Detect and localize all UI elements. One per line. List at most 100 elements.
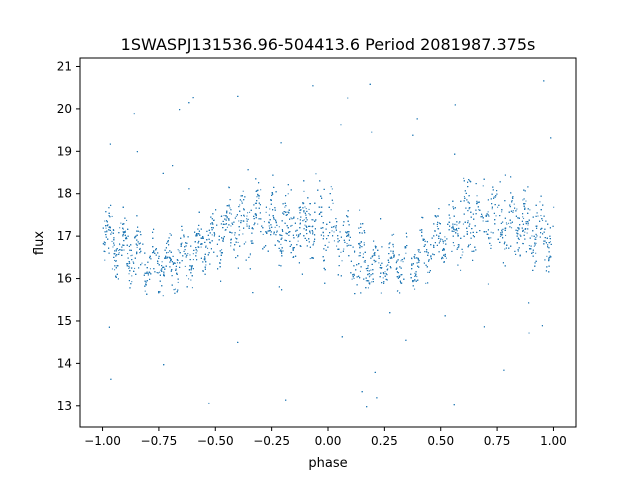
data-point: [169, 257, 171, 259]
data-point: [531, 235, 533, 237]
data-point: [485, 215, 487, 217]
data-point: [179, 109, 181, 111]
data-point: [204, 266, 206, 268]
data-point: [318, 206, 320, 208]
data-point: [502, 237, 504, 239]
data-point: [519, 254, 521, 256]
data-point: [360, 241, 362, 243]
data-point: [108, 252, 110, 254]
data-point: [170, 260, 172, 262]
data-point: [110, 233, 112, 235]
data-point: [280, 250, 282, 252]
data-point: [406, 236, 408, 238]
data-point: [458, 244, 460, 246]
data-point: [446, 238, 448, 240]
data-point: [228, 204, 230, 206]
data-point: [476, 203, 478, 205]
data-point: [512, 211, 514, 213]
data-point: [383, 282, 385, 284]
data-point: [162, 266, 164, 268]
data-point: [216, 243, 218, 245]
data-point: [403, 257, 405, 259]
data-point: [400, 282, 402, 284]
data-point: [356, 264, 358, 266]
data-point: [304, 206, 306, 208]
data-point: [497, 229, 499, 231]
data-point: [255, 207, 257, 209]
data-point: [521, 227, 523, 229]
data-point: [472, 231, 474, 233]
data-point: [412, 263, 414, 265]
data-point: [136, 215, 138, 217]
data-point: [358, 227, 360, 229]
data-point: [547, 223, 549, 225]
data-point: [517, 230, 519, 232]
data-point: [228, 205, 230, 207]
data-point: [380, 218, 382, 220]
data-point: [339, 231, 341, 233]
data-point: [259, 212, 261, 214]
data-point: [291, 224, 293, 226]
data-point: [324, 269, 326, 271]
data-point: [463, 200, 465, 202]
data-point: [460, 269, 462, 271]
data-point: [327, 235, 329, 237]
data-point: [330, 209, 332, 211]
data-point: [519, 255, 521, 257]
data-point: [467, 220, 469, 222]
data-point: [479, 230, 481, 232]
data-point: [305, 208, 307, 210]
data-point: [382, 272, 384, 274]
data-point: [457, 247, 459, 249]
data-point: [280, 265, 282, 267]
data-point: [128, 265, 130, 267]
data-point: [169, 261, 171, 263]
data-point: [158, 291, 160, 293]
data-point: [368, 282, 370, 284]
data-point: [363, 230, 365, 232]
data-point: [265, 211, 267, 213]
data-point: [114, 250, 116, 252]
data-point: [353, 265, 355, 267]
data-point: [122, 249, 124, 251]
data-point: [200, 246, 202, 248]
data-point: [423, 262, 425, 264]
data-point: [285, 399, 287, 401]
data-point: [181, 260, 183, 262]
data-point: [372, 278, 374, 280]
data-point: [465, 207, 467, 209]
data-point: [548, 271, 550, 273]
data-point: [189, 254, 191, 256]
data-point: [122, 244, 124, 246]
data-point: [527, 228, 529, 230]
data-point: [160, 269, 162, 271]
data-point: [527, 186, 529, 188]
data-point: [187, 253, 189, 255]
data-point: [250, 209, 252, 211]
data-point: [443, 254, 445, 256]
data-point: [359, 209, 361, 211]
data-point: [144, 272, 146, 274]
data-point: [453, 208, 455, 210]
data-point: [423, 245, 425, 247]
data-point: [115, 267, 117, 269]
data-point: [371, 255, 373, 257]
data-point: [173, 289, 175, 291]
data-point: [516, 232, 518, 234]
data-point: [223, 215, 225, 217]
data-point: [359, 252, 361, 254]
data-point: [228, 218, 230, 220]
data-point: [356, 276, 358, 278]
data-point: [335, 218, 337, 220]
data-point: [170, 270, 172, 272]
data-point: [214, 233, 216, 235]
data-point: [312, 233, 314, 235]
data-point: [373, 240, 375, 242]
data-point: [540, 228, 542, 230]
data-point: [399, 292, 401, 294]
data-point: [108, 215, 110, 217]
data-point: [289, 240, 291, 242]
data-point: [308, 208, 310, 210]
data-point: [493, 196, 495, 198]
data-point: [166, 252, 168, 254]
